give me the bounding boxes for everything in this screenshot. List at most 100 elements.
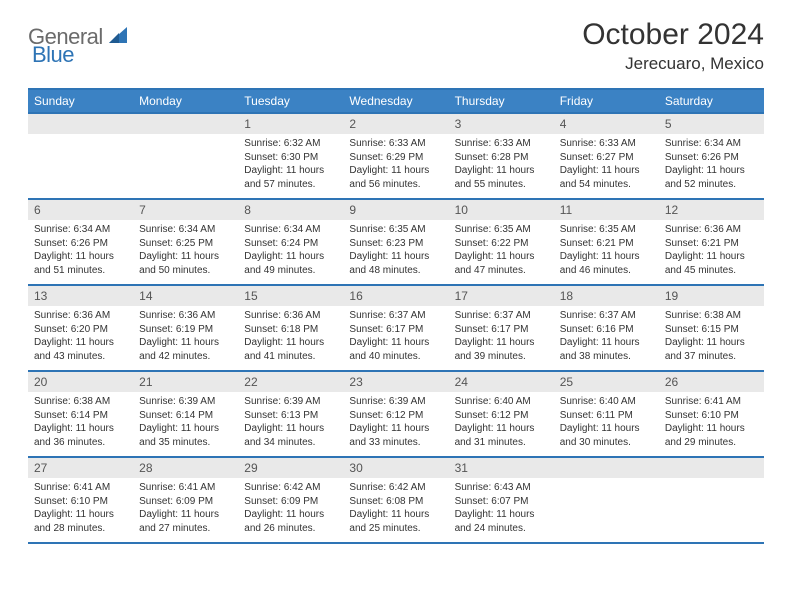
day-number: 30 — [343, 458, 448, 478]
calendar-cell: 17Sunrise: 6:37 AMSunset: 6:17 PMDayligh… — [449, 285, 554, 371]
day-body: Sunrise: 6:38 AMSunset: 6:14 PMDaylight:… — [28, 392, 133, 453]
day-number: 10 — [449, 200, 554, 220]
calendar-cell: 25Sunrise: 6:40 AMSunset: 6:11 PMDayligh… — [554, 371, 659, 457]
day-body: Sunrise: 6:38 AMSunset: 6:15 PMDaylight:… — [659, 306, 764, 367]
title-block: October 2024 Jerecuaro, Mexico — [582, 18, 764, 74]
day-number: 11 — [554, 200, 659, 220]
calendar-cell: 26Sunrise: 6:41 AMSunset: 6:10 PMDayligh… — [659, 371, 764, 457]
day-body: Sunrise: 6:33 AMSunset: 6:28 PMDaylight:… — [449, 134, 554, 195]
day-body: Sunrise: 6:36 AMSunset: 6:19 PMDaylight:… — [133, 306, 238, 367]
day-number: 14 — [133, 286, 238, 306]
calendar-cell — [28, 113, 133, 199]
calendar-cell: 15Sunrise: 6:36 AMSunset: 6:18 PMDayligh… — [238, 285, 343, 371]
day-header: Friday — [554, 89, 659, 113]
day-number: 23 — [343, 372, 448, 392]
day-number: 12 — [659, 200, 764, 220]
day-body: Sunrise: 6:34 AMSunset: 6:25 PMDaylight:… — [133, 220, 238, 281]
day-body: Sunrise: 6:35 AMSunset: 6:23 PMDaylight:… — [343, 220, 448, 281]
day-header: Wednesday — [343, 89, 448, 113]
calendar-cell: 8Sunrise: 6:34 AMSunset: 6:24 PMDaylight… — [238, 199, 343, 285]
month-title: October 2024 — [582, 18, 764, 52]
day-body: Sunrise: 6:40 AMSunset: 6:12 PMDaylight:… — [449, 392, 554, 453]
day-number: 5 — [659, 114, 764, 134]
calendar-cell: 10Sunrise: 6:35 AMSunset: 6:22 PMDayligh… — [449, 199, 554, 285]
calendar-cell: 18Sunrise: 6:37 AMSunset: 6:16 PMDayligh… — [554, 285, 659, 371]
day-number: 16 — [343, 286, 448, 306]
day-number-empty — [659, 458, 764, 478]
day-body: Sunrise: 6:41 AMSunset: 6:09 PMDaylight:… — [133, 478, 238, 539]
calendar-cell — [554, 457, 659, 543]
day-body: Sunrise: 6:36 AMSunset: 6:21 PMDaylight:… — [659, 220, 764, 281]
day-header: Tuesday — [238, 89, 343, 113]
day-body: Sunrise: 6:39 AMSunset: 6:14 PMDaylight:… — [133, 392, 238, 453]
calendar-cell: 9Sunrise: 6:35 AMSunset: 6:23 PMDaylight… — [343, 199, 448, 285]
day-number-empty — [554, 458, 659, 478]
logo-blue-wrap: Blue — [32, 42, 74, 68]
header: General October 2024 Jerecuaro, Mexico — [28, 18, 764, 74]
day-number: 27 — [28, 458, 133, 478]
calendar-body: 1Sunrise: 6:32 AMSunset: 6:30 PMDaylight… — [28, 113, 764, 543]
day-number: 3 — [449, 114, 554, 134]
logo-sail-icon — [107, 25, 129, 50]
day-body: Sunrise: 6:34 AMSunset: 6:26 PMDaylight:… — [28, 220, 133, 281]
day-body: Sunrise: 6:33 AMSunset: 6:27 PMDaylight:… — [554, 134, 659, 195]
day-number: 21 — [133, 372, 238, 392]
calendar-cell: 22Sunrise: 6:39 AMSunset: 6:13 PMDayligh… — [238, 371, 343, 457]
day-number: 2 — [343, 114, 448, 134]
day-body: Sunrise: 6:42 AMSunset: 6:09 PMDaylight:… — [238, 478, 343, 539]
day-body: Sunrise: 6:37 AMSunset: 6:16 PMDaylight:… — [554, 306, 659, 367]
day-header: Monday — [133, 89, 238, 113]
calendar-cell: 31Sunrise: 6:43 AMSunset: 6:07 PMDayligh… — [449, 457, 554, 543]
day-number: 24 — [449, 372, 554, 392]
day-number: 19 — [659, 286, 764, 306]
day-number: 4 — [554, 114, 659, 134]
day-body: Sunrise: 6:35 AMSunset: 6:21 PMDaylight:… — [554, 220, 659, 281]
day-number: 28 — [133, 458, 238, 478]
day-number: 17 — [449, 286, 554, 306]
day-number: 8 — [238, 200, 343, 220]
calendar-cell: 29Sunrise: 6:42 AMSunset: 6:09 PMDayligh… — [238, 457, 343, 543]
day-number: 18 — [554, 286, 659, 306]
calendar-cell: 28Sunrise: 6:41 AMSunset: 6:09 PMDayligh… — [133, 457, 238, 543]
day-number: 1 — [238, 114, 343, 134]
day-body: Sunrise: 6:34 AMSunset: 6:26 PMDaylight:… — [659, 134, 764, 195]
day-number: 9 — [343, 200, 448, 220]
calendar-cell: 14Sunrise: 6:36 AMSunset: 6:19 PMDayligh… — [133, 285, 238, 371]
calendar-cell: 11Sunrise: 6:35 AMSunset: 6:21 PMDayligh… — [554, 199, 659, 285]
calendar-cell: 16Sunrise: 6:37 AMSunset: 6:17 PMDayligh… — [343, 285, 448, 371]
calendar-cell: 23Sunrise: 6:39 AMSunset: 6:12 PMDayligh… — [343, 371, 448, 457]
calendar-cell: 7Sunrise: 6:34 AMSunset: 6:25 PMDaylight… — [133, 199, 238, 285]
calendar-cell: 21Sunrise: 6:39 AMSunset: 6:14 PMDayligh… — [133, 371, 238, 457]
calendar-cell: 2Sunrise: 6:33 AMSunset: 6:29 PMDaylight… — [343, 113, 448, 199]
location: Jerecuaro, Mexico — [582, 54, 764, 74]
calendar-cell: 1Sunrise: 6:32 AMSunset: 6:30 PMDaylight… — [238, 113, 343, 199]
day-number: 29 — [238, 458, 343, 478]
day-body: Sunrise: 6:41 AMSunset: 6:10 PMDaylight:… — [659, 392, 764, 453]
calendar-cell: 13Sunrise: 6:36 AMSunset: 6:20 PMDayligh… — [28, 285, 133, 371]
day-header: Thursday — [449, 89, 554, 113]
calendar-cell — [659, 457, 764, 543]
calendar-cell: 24Sunrise: 6:40 AMSunset: 6:12 PMDayligh… — [449, 371, 554, 457]
day-number: 15 — [238, 286, 343, 306]
calendar-cell: 19Sunrise: 6:38 AMSunset: 6:15 PMDayligh… — [659, 285, 764, 371]
day-number: 25 — [554, 372, 659, 392]
day-body: Sunrise: 6:35 AMSunset: 6:22 PMDaylight:… — [449, 220, 554, 281]
calendar-cell: 27Sunrise: 6:41 AMSunset: 6:10 PMDayligh… — [28, 457, 133, 543]
day-number: 6 — [28, 200, 133, 220]
day-body: Sunrise: 6:43 AMSunset: 6:07 PMDaylight:… — [449, 478, 554, 539]
calendar-head: SundayMondayTuesdayWednesdayThursdayFrid… — [28, 89, 764, 113]
day-body: Sunrise: 6:40 AMSunset: 6:11 PMDaylight:… — [554, 392, 659, 453]
day-number: 20 — [28, 372, 133, 392]
day-number-empty — [28, 114, 133, 134]
day-header: Sunday — [28, 89, 133, 113]
day-body: Sunrise: 6:37 AMSunset: 6:17 PMDaylight:… — [343, 306, 448, 367]
day-body: Sunrise: 6:37 AMSunset: 6:17 PMDaylight:… — [449, 306, 554, 367]
day-body: Sunrise: 6:39 AMSunset: 6:13 PMDaylight:… — [238, 392, 343, 453]
calendar-cell: 4Sunrise: 6:33 AMSunset: 6:27 PMDaylight… — [554, 113, 659, 199]
day-number: 13 — [28, 286, 133, 306]
day-body: Sunrise: 6:39 AMSunset: 6:12 PMDaylight:… — [343, 392, 448, 453]
day-number-empty — [133, 114, 238, 134]
day-body: Sunrise: 6:32 AMSunset: 6:30 PMDaylight:… — [238, 134, 343, 195]
day-number: 7 — [133, 200, 238, 220]
day-body: Sunrise: 6:41 AMSunset: 6:10 PMDaylight:… — [28, 478, 133, 539]
